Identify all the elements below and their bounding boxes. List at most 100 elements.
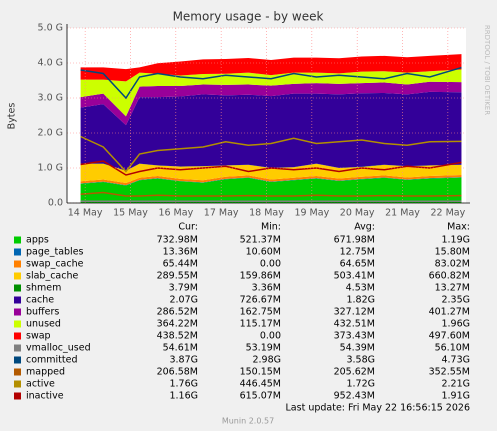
legend-stat: 3.58G [346, 355, 375, 366]
y-tick-label: 4.0 G [38, 58, 64, 69]
legend-swatch [14, 284, 21, 292]
line [80, 135, 462, 173]
legend-stat: 2.35G [441, 295, 470, 306]
x-tick-label: 20 May [340, 208, 375, 219]
legend-label: apps [26, 235, 49, 246]
legend-label: swap [26, 331, 51, 342]
x-tick-label: 15 May [113, 208, 148, 219]
legend-label: slab_cache [26, 271, 78, 282]
x-tick-label: 19 May [294, 208, 329, 219]
legend-stat: 13.36M [163, 247, 198, 258]
legend-stat: 159.86M [240, 271, 281, 282]
legend-stat: 54.39M [340, 343, 375, 354]
legend-swatch [14, 236, 21, 244]
legend-stat: 2.21G [441, 379, 470, 390]
legend-header: Max: [447, 222, 470, 233]
legend-label: vmalloc_used [26, 343, 91, 354]
legend-stat: 1.16G [169, 391, 198, 402]
y-tick-label: 1.0 G [38, 163, 64, 174]
legend-swatch [14, 272, 21, 280]
legend-swatch [14, 332, 21, 340]
line [80, 160, 462, 176]
legend-stat: 1.96G [441, 319, 470, 330]
legend-label: active [26, 379, 55, 390]
legend-label: buffers [26, 307, 59, 318]
y-tick-label: 0.0 [48, 198, 63, 209]
legend-swatch [14, 356, 21, 364]
legend-stat: 1.19G [441, 235, 470, 246]
legend-stat: 13.27M [435, 283, 470, 294]
legend-stat: 3.79M [169, 283, 198, 294]
legend-stat: 83.02M [435, 259, 470, 270]
x-tick-label: 21 May [385, 208, 420, 219]
legend-stat: 54.61M [163, 343, 198, 354]
legend-stat: 432.51M [334, 319, 375, 330]
area [80, 81, 462, 126]
y-tick-label: 3.0 G [38, 93, 64, 104]
legend-stat: 289.55M [157, 271, 198, 282]
grid-layer: 0.0 1.0 G 2.0 G 3.0 G 4.0 G 5.0 G 14 May 15 May… [38, 23, 470, 219]
y-axis-label: Bytes [7, 103, 18, 130]
credit: Munin 2.0.57 [222, 417, 274, 426]
legend-stat: 15.80M [435, 247, 470, 258]
legend-stat: 10.60M [246, 247, 281, 258]
legend-stat: 373.43M [334, 331, 375, 342]
legend-label: shmem [26, 283, 61, 294]
legend-stat: 521.37M [240, 235, 281, 246]
area [80, 69, 462, 117]
legend-stat: 150.15M [240, 367, 281, 378]
legend-stat: 1.72G [346, 379, 375, 390]
area [80, 175, 462, 186]
legend-label: mapped [26, 367, 65, 378]
legend-swatch [14, 260, 21, 268]
legend-stat: 1.91G [441, 391, 470, 402]
legend-stat: 660.82M [429, 271, 470, 282]
legend-stat: 726.67M [240, 295, 281, 306]
legend-stat: 64.65M [340, 259, 375, 270]
legend-stat: 615.07M [240, 391, 281, 402]
legend-swatch [14, 320, 21, 328]
legend-stat: 0.00 [260, 331, 281, 342]
legend-stat: 12.75M [340, 247, 375, 258]
plot-layer [80, 54, 462, 203]
legend-stat: 438.52M [157, 331, 198, 342]
x-tick-label: 17 May [204, 208, 239, 219]
x-tick-label: 14 May [68, 208, 103, 219]
legend-label: committed [26, 355, 78, 366]
legend-swatch [14, 380, 21, 388]
x-tick-label: 22 May [430, 208, 465, 219]
legend-label: unused [26, 319, 61, 330]
legend-stat: 1.76G [169, 379, 198, 390]
legend-swatch [14, 392, 21, 400]
legend-stat: 56.10M [435, 343, 470, 354]
legend-stat: 53.19M [246, 343, 281, 354]
legend-stat: 115.17M [240, 319, 281, 330]
legend-stat: 952.43M [334, 391, 375, 402]
legend-stat: 732.98M [157, 235, 198, 246]
legend-swatch [14, 368, 21, 376]
legend-header: Avg: [354, 222, 375, 233]
legend-stat: 162.75M [240, 307, 281, 318]
line [80, 191, 462, 197]
legend-stat: 0.00 [260, 259, 281, 270]
legend-stat: 206.58M [157, 367, 198, 378]
legend-stat: 401.27M [429, 307, 470, 318]
legend-label: page_tables [26, 247, 84, 258]
legend-stat: 352.55M [429, 367, 470, 378]
legend-stat: 205.62M [334, 367, 375, 378]
x-tick-label: 18 May [249, 208, 284, 219]
side-label: RRDTOOL / TOBI OETIKER [483, 25, 491, 115]
legend-stat: 671.98M [334, 235, 375, 246]
legend-swatch [14, 344, 21, 352]
legend-label: inactive [26, 391, 64, 402]
legend-label: cache [26, 295, 54, 306]
legend-swatch [14, 248, 21, 256]
legend-label: swap_cache [26, 259, 84, 270]
legend-stat: 3.36M [252, 283, 281, 294]
legend-swatch [14, 308, 21, 316]
legend-stat: 4.73G [441, 355, 470, 366]
legend-stat: 3.87G [169, 355, 198, 366]
legend-stat: 446.45M [240, 379, 281, 390]
legend-stat: 497.60M [429, 331, 470, 342]
